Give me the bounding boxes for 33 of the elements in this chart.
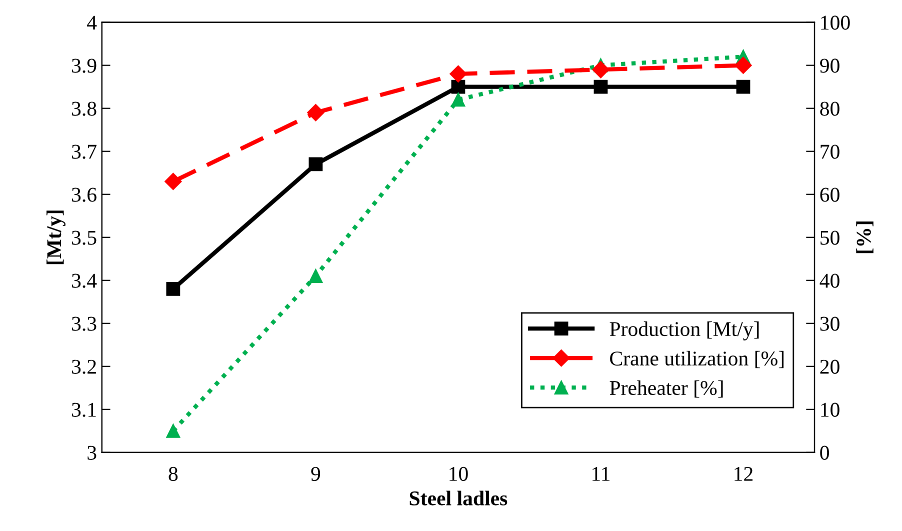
legend-label: Preheater [%] xyxy=(610,380,723,398)
x-tick-label: 11 xyxy=(592,467,610,481)
y2-tick-label: 50 xyxy=(820,230,840,245)
y-axis-title: [Mt/y] xyxy=(46,210,66,264)
y-tick-label: 3.5 xyxy=(72,230,96,245)
x-tick-label: 10 xyxy=(450,466,468,481)
y-tick-label: 3.3 xyxy=(72,316,96,331)
y2-axis-title: [%] xyxy=(856,222,874,254)
y-tick-label: 3.8 xyxy=(72,102,96,116)
legend-label: Crane utilization [%] xyxy=(610,350,784,368)
y-tick-label: 3.9 xyxy=(72,58,96,73)
y2-tick-label: 60 xyxy=(820,188,840,202)
y-tick-label: 3.4 xyxy=(72,274,97,288)
y2-tick-label: 40 xyxy=(820,274,840,288)
y-tick-label: 4 xyxy=(87,16,97,30)
x-tick-label: 8 xyxy=(168,466,178,481)
legend-label: Production [Mt/y] xyxy=(610,321,759,340)
y-tick-label: 3 xyxy=(88,446,96,460)
y2-tick-label: 100 xyxy=(821,16,850,30)
y2-tick-label: 0 xyxy=(820,446,829,460)
y-tick-label: 3.7 xyxy=(72,144,96,159)
x-tick-label: 9 xyxy=(311,466,320,481)
y2-tick-label: 20 xyxy=(820,360,840,374)
y2-tick-label: 70 xyxy=(820,144,840,159)
y2-tick-label: 90 xyxy=(820,58,840,73)
x-axis-title: Steel ladles xyxy=(410,490,508,506)
y-tick-label: 3.1 xyxy=(72,402,96,417)
y-tick-label: 3.2 xyxy=(72,360,96,374)
y2-tick-label: 80 xyxy=(820,102,840,116)
y2-tick-label: 30 xyxy=(820,316,840,331)
x-tick-label: 12 xyxy=(734,466,753,481)
y2-tick-label: 10 xyxy=(821,402,840,417)
y-tick-label: 3.6 xyxy=(72,188,96,202)
